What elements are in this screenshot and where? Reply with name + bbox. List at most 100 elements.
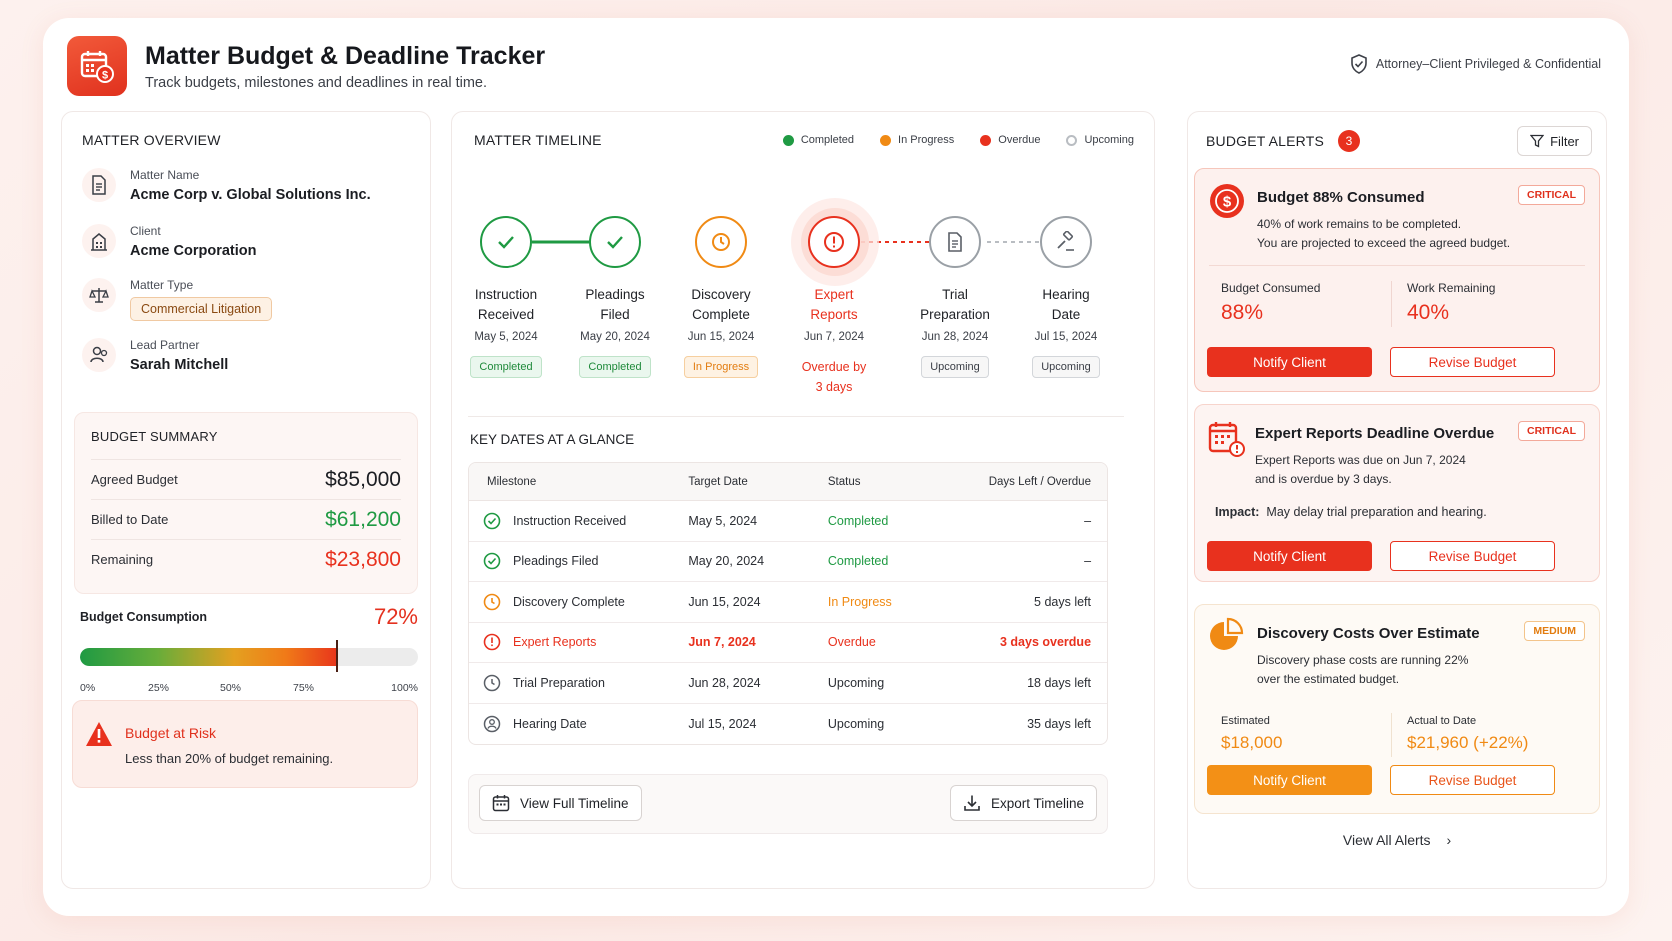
milestone-hearing[interactable]: Hearing Date Jul 15, 2024 Upcoming [1011,216,1121,378]
check-icon [589,216,641,268]
agreed-budget-value: $85,000 [325,467,401,491]
milestone-trial[interactable]: Trial Preparation Jun 28, 2024 Upcoming [900,216,1010,378]
matter-timeline-panel: MATTER TIMELINE Completed In Progress Ov… [451,111,1155,889]
table-row[interactable]: Pleadings Filed May 20, 2024 Completed – [469,542,1107,582]
client-value: Acme Corporation [130,243,257,259]
revise-budget-button[interactable]: Revise Budget [1390,541,1555,571]
table-row[interactable]: Expert Reports Jun 7, 2024 Overdue 3 day… [469,623,1107,663]
gavel-icon [1040,216,1092,268]
stat-label: Actual to Date [1407,715,1477,727]
row-days: 18 days left [1027,675,1092,690]
filter-button[interactable]: Filter [1517,126,1592,156]
row-milestone: Expert Reports [513,635,597,650]
tick-label: 0% [80,682,96,694]
users-icon [82,338,116,372]
col-target-date: Target Date [688,475,748,488]
tick-label: 75% [293,682,315,694]
row-status: Upcoming [827,675,885,690]
file-icon [929,216,981,268]
alert-title: Budget 88% Consumed [1257,189,1425,206]
revise-budget-button[interactable]: Revise Budget [1390,765,1555,795]
col-milestone: Milestone [487,475,537,488]
milestone-date: Jun 28, 2024 [921,331,989,343]
agreed-budget-row: Agreed Budget $85,000 [91,459,401,499]
col-days: Days Left / Overdue [988,475,1091,488]
billed-label: Billed to Date [91,512,169,527]
alerts-title: BUDGET ALERTS [1206,133,1325,149]
stat-value: $18,000 [1221,733,1283,752]
row-milestone: Instruction Received [513,513,627,528]
alerts-header: BUDGET ALERTS 3 [1206,130,1361,152]
alert-description: Expert Reports was due on Jun 7, 2024 and… [1255,453,1466,486]
row-days: – [1084,554,1092,569]
header: $ Matter Budget & Deadline Tracker Track… [67,36,1605,96]
row-status: Overdue [827,635,876,650]
view-all-alerts-link[interactable]: View All Alerts › [1188,832,1606,848]
matter-type-item: Matter Type Commercial Litigation [82,278,273,321]
divider [1209,265,1585,266]
table-row[interactable]: Instruction Received May 5, 2024 Complet… [469,501,1107,542]
tick-label: 25% [148,682,170,694]
alert-card-deadline[interactable]: Expert Reports Deadline Overdue CRITICAL… [1194,404,1600,582]
shield-icon [1351,54,1367,74]
row-status: Completed [827,554,889,569]
milestone-expert-reports[interactable]: Expert Reports Jun 7, 2024 Overdue by 3 da… [779,216,889,397]
table-row[interactable]: Discovery Complete Jun 15, 2024 In Progr… [469,582,1107,623]
row-date: Jun 28, 2024 [688,675,761,690]
dollar-circle-icon: $ [1210,184,1244,218]
row-status: Completed [827,513,889,528]
milestone-discovery[interactable]: Discovery Complete Jun 15, 2024 In Progre… [666,216,776,378]
tick-label: 50% [220,682,242,694]
milestone-pleadings[interactable]: Pleadings Filed May 20, 2024 Completed [560,216,670,378]
table-row[interactable]: Trial Preparation Jun 28, 2024 Upcoming … [469,663,1107,704]
timeline-actions: View Full Timeline Export Timeline [468,774,1108,834]
milestone-date: Jun 15, 2024 [687,331,755,343]
lead-partner-value: Sarah Mitchell [130,357,229,373]
row-date: May 20, 2024 [688,554,765,569]
stat-label: Estimated [1221,715,1270,727]
privilege-notice: Attorney–Client Privileged & Confidentia… [1350,54,1601,74]
building-icon [82,224,116,258]
consumption-bar-fill [80,648,337,666]
view-full-timeline-button[interactable]: View Full Timeline [479,785,642,821]
milestone-name: Discovery Complete [691,287,751,322]
table-row[interactable]: Hearing Date Jul 15, 2024 Upcoming 35 da… [469,704,1107,745]
timeline-legend: Completed In Progress Overdue Upcoming [782,134,1134,146]
calendar-icon [492,795,510,812]
alert-title: Expert Reports Deadline Overdue [1255,425,1495,442]
calendar-dollar-icon: $ [67,36,127,96]
lead-partner-label: Lead Partner [130,338,200,352]
lead-partner-item: Lead Partner Sarah Mitchell [82,338,228,373]
severity-badge: MEDIUM [1524,621,1585,641]
dashboard-card: $ Matter Budget & Deadline Tracker Track… [43,18,1629,916]
row-days: 3 days overdue [1000,635,1092,650]
pie-chart-icon [1210,617,1244,650]
milestone-date: Jun 7, 2024 [803,331,865,343]
notify-client-button[interactable]: Notify Client [1207,347,1372,377]
matter-name-label: Matter Name [130,168,200,182]
alert-circle-icon [808,216,860,268]
export-timeline-button[interactable]: Export Timeline [949,785,1097,821]
legend-completed: Completed [782,134,854,146]
severity-badge: CRITICAL [1518,185,1585,205]
matter-name-value: Acme Corp v. Global Solutions Inc. [130,187,371,203]
scales-icon [82,278,116,312]
alert-card-budget[interactable]: $ Budget 88% Consumed CRITICAL 40% of wo… [1194,168,1600,392]
remaining-row: Remaining $23,800 [91,539,401,579]
view-full-timeline-label: View Full Timeline [520,795,629,811]
notify-client-button[interactable]: Notify Client [1207,541,1372,571]
milestone-instruction[interactable]: Instruction Received May 5, 2024 Complete… [451,216,561,378]
person-circle-icon [483,715,501,732]
alert-card-discovery[interactable]: Discovery Costs Over Estimate MEDIUM Dis… [1194,604,1600,814]
row-days: 35 days left [1027,716,1092,731]
stat-value: 40% [1407,301,1450,324]
warning-icon [86,722,112,746]
stat-label: Work Remaining [1407,281,1496,295]
divider [468,416,1124,417]
revise-budget-button[interactable]: Revise Budget [1390,347,1555,377]
billed-row: Billed to Date $61,200 [91,499,401,539]
consumption-percent: 72% [373,604,418,629]
check-icon [480,216,532,268]
milestone-name: Instruction Received [474,287,538,322]
notify-client-button[interactable]: Notify Client [1207,765,1372,795]
